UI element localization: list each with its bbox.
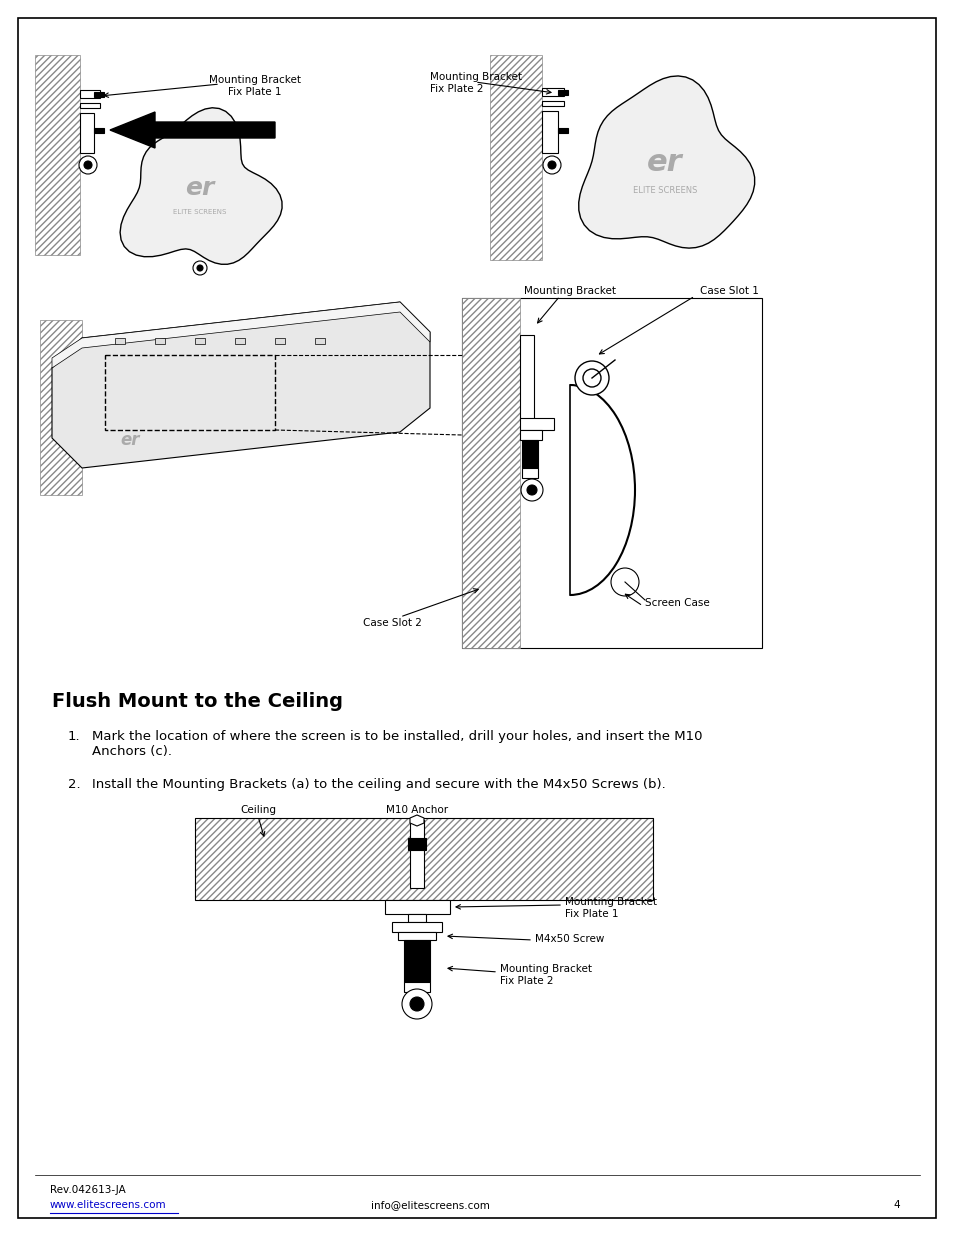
Circle shape	[526, 485, 537, 495]
Bar	[80, 90, 100, 98]
Bar	[558, 90, 567, 95]
Text: er: er	[646, 147, 682, 177]
Bar	[194, 338, 205, 345]
Bar	[490, 56, 541, 261]
Circle shape	[84, 161, 91, 169]
Circle shape	[410, 997, 423, 1011]
Text: Mounting Bracket
Fix Plate 1: Mounting Bracket Fix Plate 1	[209, 75, 301, 96]
Text: 1.: 1.	[68, 730, 81, 743]
Text: Mounting Bracket
Fix Plate 1: Mounting Bracket Fix Plate 1	[564, 897, 657, 919]
Text: www.elitescreens.com: www.elitescreens.com	[50, 1200, 167, 1210]
Circle shape	[79, 156, 97, 174]
Text: Mounting Bracket
Fix Plate 2: Mounting Bracket Fix Plate 2	[499, 965, 592, 986]
Text: Mark the location of where the screen is to be installed, drill your holes, and : Mark the location of where the screen is…	[91, 730, 701, 758]
Text: Install the Mounting Brackets (a) to the ceiling and secure with the M4x50 Screw: Install the Mounting Brackets (a) to the…	[91, 778, 665, 790]
Text: Case Slot 1: Case Slot 1	[700, 287, 758, 296]
Text: 2.: 2.	[68, 778, 81, 790]
Bar	[194, 818, 652, 900]
Bar	[521, 468, 537, 478]
Bar	[403, 982, 430, 992]
Polygon shape	[110, 112, 274, 148]
Bar	[519, 430, 541, 440]
Text: er: er	[120, 431, 139, 450]
Bar	[105, 354, 274, 430]
Bar	[397, 932, 436, 940]
Circle shape	[582, 369, 600, 387]
Bar	[410, 850, 423, 888]
Text: Case Slot 2: Case Slot 2	[362, 618, 421, 629]
Polygon shape	[578, 75, 754, 248]
Bar	[115, 338, 125, 345]
Bar	[541, 111, 558, 153]
Text: ELITE SCREENS: ELITE SCREENS	[632, 185, 697, 194]
Text: M10 Anchor: M10 Anchor	[386, 805, 448, 815]
Bar	[558, 128, 567, 133]
Text: Rev.042613-JA: Rev.042613-JA	[50, 1186, 126, 1195]
Text: 4: 4	[892, 1200, 899, 1210]
Text: Mounting Bracket
Fix Plate 2: Mounting Bracket Fix Plate 2	[430, 72, 521, 94]
Bar	[408, 914, 426, 923]
Bar	[519, 335, 534, 420]
Bar	[385, 900, 450, 914]
Bar	[519, 417, 554, 430]
Bar	[403, 940, 430, 982]
Polygon shape	[120, 107, 282, 264]
Bar	[35, 56, 80, 254]
Circle shape	[547, 161, 556, 169]
Text: M4x50 Screw: M4x50 Screw	[535, 934, 604, 944]
Text: ELITE SCREENS: ELITE SCREENS	[173, 209, 227, 215]
Circle shape	[193, 261, 207, 275]
Bar	[80, 103, 100, 107]
Text: Ceiling: Ceiling	[240, 805, 275, 815]
Text: er: er	[185, 177, 214, 200]
Bar	[461, 298, 761, 648]
Bar	[541, 101, 563, 106]
Bar	[274, 338, 285, 345]
Polygon shape	[52, 303, 430, 368]
Text: Screen Case: Screen Case	[644, 598, 709, 608]
Bar	[392, 923, 441, 932]
Bar	[40, 320, 82, 495]
Bar	[80, 112, 94, 153]
Text: info@elitescreens.com: info@elitescreens.com	[370, 1200, 489, 1210]
Bar	[154, 338, 165, 345]
Bar	[314, 338, 325, 345]
Circle shape	[196, 266, 203, 270]
Bar	[461, 298, 519, 648]
Text: Mounting Bracket: Mounting Bracket	[523, 287, 616, 296]
Bar	[94, 128, 104, 133]
Bar	[410, 820, 423, 840]
Circle shape	[542, 156, 560, 174]
Polygon shape	[52, 303, 430, 468]
Bar	[234, 338, 245, 345]
Bar	[94, 91, 104, 98]
Circle shape	[610, 568, 639, 597]
Circle shape	[401, 989, 432, 1019]
Polygon shape	[410, 815, 423, 826]
Circle shape	[520, 479, 542, 501]
Bar	[541, 88, 563, 96]
Circle shape	[575, 361, 608, 395]
Bar	[408, 839, 426, 850]
Bar	[521, 440, 537, 468]
Text: Flush Mount to the Ceiling: Flush Mount to the Ceiling	[52, 692, 343, 711]
Bar	[194, 818, 652, 900]
